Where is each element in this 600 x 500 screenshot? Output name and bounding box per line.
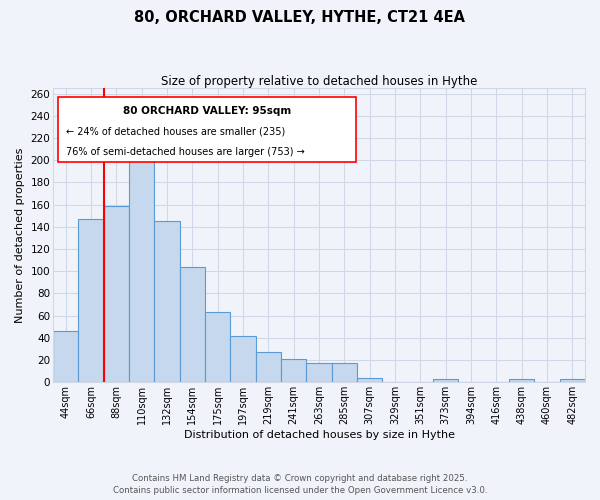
Bar	[281, 359, 307, 382]
Bar	[509, 379, 535, 382]
Y-axis label: Number of detached properties: Number of detached properties	[15, 148, 25, 323]
Bar	[104, 206, 129, 382]
Text: Contains HM Land Registry data © Crown copyright and database right 2025.
Contai: Contains HM Land Registry data © Crown c…	[113, 474, 487, 495]
Bar	[129, 156, 154, 382]
Bar	[256, 352, 281, 382]
Bar	[230, 336, 256, 382]
Bar	[433, 379, 458, 382]
Bar	[332, 364, 357, 382]
Text: 76% of semi-detached houses are larger (753) →: 76% of semi-detached houses are larger (…	[67, 147, 305, 157]
Bar	[205, 312, 230, 382]
Text: ← 24% of detached houses are smaller (235): ← 24% of detached houses are smaller (23…	[67, 126, 286, 136]
Bar	[79, 219, 104, 382]
Text: 80, ORCHARD VALLEY, HYTHE, CT21 4EA: 80, ORCHARD VALLEY, HYTHE, CT21 4EA	[134, 10, 466, 25]
Title: Size of property relative to detached houses in Hythe: Size of property relative to detached ho…	[161, 75, 477, 88]
Bar	[154, 222, 180, 382]
Bar	[307, 364, 332, 382]
Text: 80 ORCHARD VALLEY: 95sqm: 80 ORCHARD VALLEY: 95sqm	[123, 106, 292, 116]
X-axis label: Distribution of detached houses by size in Hythe: Distribution of detached houses by size …	[184, 430, 455, 440]
Bar	[357, 378, 382, 382]
Bar	[53, 331, 79, 382]
Bar	[560, 379, 585, 382]
Bar	[180, 267, 205, 382]
FancyBboxPatch shape	[58, 97, 356, 162]
